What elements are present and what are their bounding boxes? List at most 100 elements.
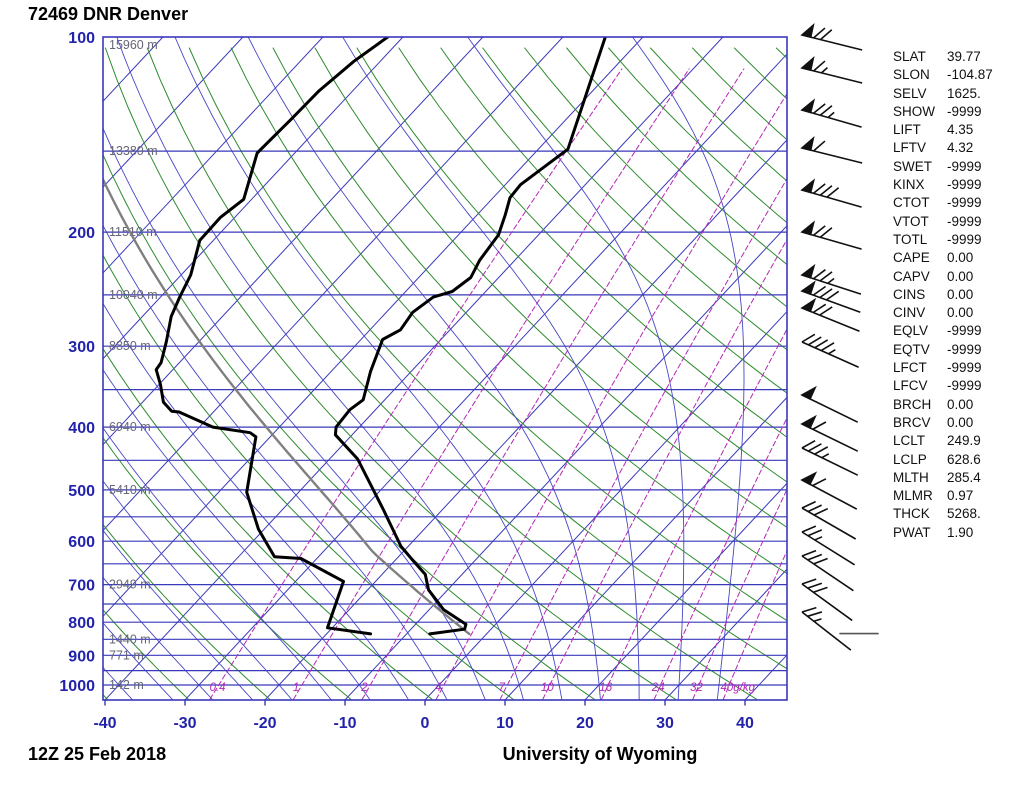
mixing-ratio-label: 0.4: [210, 682, 226, 694]
isotherm-line: [103, 37, 404, 360]
stat-value: 0.97: [947, 488, 974, 504]
mixing-ratio-line: [499, 177, 787, 700]
wind-barb: [800, 135, 863, 164]
stat-row-lfct: LFCT -9999: [893, 359, 993, 377]
wind-barb: [801, 440, 859, 476]
stat-value: 0.00: [947, 250, 974, 266]
dry-adiabat-line: [356, 47, 787, 483]
stat-row-slat: SLAT 39.77: [893, 48, 993, 66]
barb-flag: [800, 471, 818, 486]
mixing-ratio-line: [653, 416, 787, 700]
moist-adiabat-line: [103, 427, 332, 700]
stat-value: -9999: [947, 158, 982, 174]
stat-value: -9999: [947, 177, 982, 193]
stat-row-totl: TOTL -9999: [893, 231, 993, 249]
dry-adiabat-line: [314, 47, 787, 528]
stat-value: 1625.: [947, 85, 981, 101]
stat-key: LFCT: [893, 360, 927, 376]
stat-key: MLTH: [893, 469, 929, 485]
temp-tick-label: -10: [333, 715, 356, 732]
stat-value: 1.90: [947, 524, 974, 540]
mixing-ratio-line: [293, 68, 690, 700]
wind-barb-column: [800, 22, 863, 651]
page-title: 72469 DNR Denver: [28, 4, 189, 24]
stat-value: -9999: [947, 341, 982, 357]
isotherm-line: [184, 53, 787, 700]
stat-row-ctot: CTOT -9999: [893, 194, 993, 212]
mixing-ratio-line: [361, 68, 745, 700]
dry-adiabat-line: [146, 47, 758, 700]
stat-key: MLMR: [893, 488, 933, 504]
moist-adiabat-line: [103, 224, 448, 700]
stat-value: 0.00: [947, 396, 974, 412]
isotherm-line: [584, 482, 787, 700]
stat-row-lift: LIFT 4.35: [893, 121, 993, 139]
moist-adiabat-line: [103, 622, 173, 700]
stat-value: 0.00: [947, 286, 974, 302]
dry-adiabat-line: [104, 47, 676, 700]
barb-staff: [801, 478, 858, 510]
barb-flag: [800, 414, 817, 430]
stat-key: LCLT: [893, 433, 926, 449]
stat-key: LCLP: [893, 451, 927, 467]
temp-tick-label: 40: [736, 715, 754, 732]
wind-barb: [801, 606, 852, 651]
pressure-tick-label: 400: [68, 420, 95, 437]
stat-key: LIFT: [893, 122, 921, 138]
stat-value: 0.00: [947, 305, 974, 321]
dry-adiabat-line: [103, 437, 352, 700]
moist-adiabat-line: [247, 37, 601, 700]
dry-adiabat-line: [103, 153, 595, 700]
wind-barb: [800, 280, 861, 313]
dry-adiabat-line: [398, 47, 787, 438]
stat-key: BRCV: [893, 414, 931, 430]
height-label: 11510 m: [109, 225, 157, 239]
mixing-ratio-line: [209, 68, 623, 700]
stat-row-swet: SWET -9999: [893, 158, 993, 176]
wind-barb: [800, 385, 859, 423]
stat-value: -9999: [947, 323, 982, 339]
wind-barb: [800, 22, 863, 51]
pressure-tick-label: 700: [68, 578, 95, 595]
stat-key: VTOT: [893, 213, 929, 229]
stat-row-lfcv: LFCV -9999: [893, 377, 993, 395]
barb-staff: [801, 27, 863, 51]
stat-value: 5268.: [947, 506, 981, 522]
isotherm-line: [664, 568, 787, 700]
stat-key: SLON: [893, 67, 930, 83]
isotherm-line: [424, 310, 787, 700]
stat-value: 285.4: [947, 469, 981, 485]
stat-key: SHOW: [893, 103, 935, 119]
dry-adiabat-line: [188, 47, 787, 670]
barb-staff: [801, 140, 863, 164]
wind-barb: [801, 549, 854, 592]
stat-value: 4.32: [947, 140, 974, 156]
isotherm-line: [103, 37, 244, 188]
height-label: 142 m: [109, 678, 144, 692]
dry-adiabat-line: [482, 47, 787, 351]
moist-adiabat-line: [103, 126, 486, 700]
barb-staff: [801, 500, 857, 540]
stat-row-cins: CINS 0.00: [893, 286, 993, 304]
wind-barb: [800, 471, 858, 510]
height-label: 1440 m: [109, 632, 151, 646]
moist-adiabat-line: [103, 576, 213, 700]
height-label: 13380 m: [109, 144, 158, 158]
stat-row-cinv: CINV 0.00: [893, 304, 993, 322]
wind-barb: [800, 55, 863, 84]
stat-row-cape: CAPE 0.00: [893, 249, 993, 267]
stat-row-eqtv: EQTV -9999: [893, 341, 993, 359]
moist-adiabat-line: [103, 529, 253, 700]
wind-barb: [801, 525, 856, 566]
stat-row-brch: BRCH 0.00: [893, 396, 993, 414]
wind-barb: [800, 414, 859, 452]
wind-barb: [800, 98, 862, 128]
temperature-trace: [333, 37, 607, 636]
mixing-ratio-label: 16: [599, 682, 612, 694]
stat-key: CINS: [893, 286, 926, 302]
stat-key: KINX: [893, 177, 925, 193]
temp-tick-label: -20: [253, 715, 276, 732]
mixing-ratio-label: 7: [498, 682, 505, 694]
wind-barb: [800, 263, 862, 295]
pressure-tick-label: 500: [68, 483, 95, 500]
